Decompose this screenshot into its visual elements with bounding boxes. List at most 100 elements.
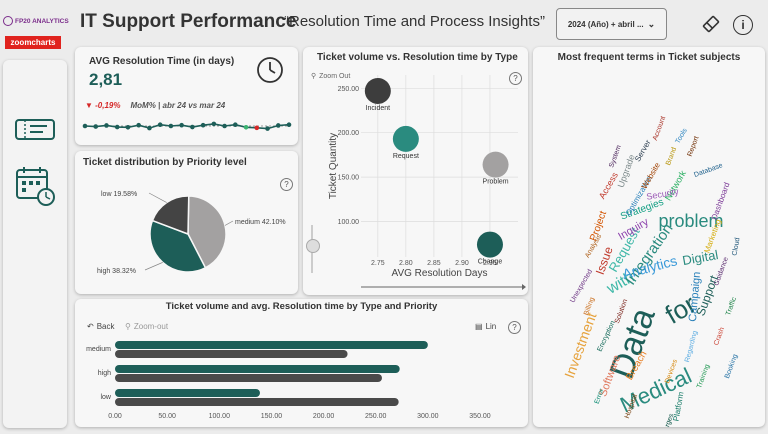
zoom-slider[interactable] [306, 225, 320, 273]
sparkline-point [243, 125, 249, 130]
nav-panel [3, 60, 67, 428]
ticket-icon [15, 119, 55, 140]
sparkline-point [179, 122, 184, 128]
wordcloud-term[interactable]: Security [646, 186, 680, 202]
bar-category-label: low [100, 394, 111, 401]
bar[interactable] [115, 350, 348, 358]
bar[interactable] [115, 365, 400, 373]
wordcloud-term[interactable]: Booking [724, 353, 739, 379]
scatter-point[interactable] [482, 151, 509, 178]
wordcloud-term[interactable]: Billing [583, 296, 596, 316]
wordcloud-term[interactable]: Cloud [731, 237, 741, 256]
sparkline-point [211, 121, 217, 127]
brand-logo-text: FP20 ANALYTICS [15, 17, 69, 25]
bar-back-button[interactable]: ↶ Back [87, 322, 115, 331]
scatter-zoom-out-button[interactable]: ⚲ Zoom Out [311, 72, 351, 81]
info-button[interactable]: i [733, 15, 753, 35]
kpi-change-row: ▼ -0,19% MoM% | abr 24 vs mar 24 [85, 101, 225, 110]
clock-icon [257, 57, 283, 83]
pie-slice[interactable] [151, 195, 190, 236]
bar-x-tick: 300.00 [417, 413, 439, 420]
scatter-x-tick: 2.75 [371, 260, 385, 267]
wordcloud-term[interactable]: Campaign [687, 271, 703, 322]
bar[interactable] [115, 389, 260, 397]
wordcloud-term[interactable]: Brand [665, 146, 678, 166]
wordcloud-term[interactable]: Server [633, 138, 653, 163]
scatter-point-label: Incident [366, 105, 391, 112]
wordcloud-term[interactable]: Crash [713, 326, 726, 346]
sparkline-point [275, 123, 281, 128]
scroll-arrow-icon[interactable] [522, 284, 526, 290]
bar[interactable] [115, 374, 382, 382]
partner-logo-text: zoomcharts [10, 38, 56, 47]
scale-toggle[interactable]: ▤ Lin [475, 322, 496, 331]
bar-zoom-out-button[interactable]: ⚲ Zoom-out [125, 322, 168, 331]
scatter-zoom-out-label: Zoom Out [319, 72, 351, 80]
bar[interactable] [115, 341, 428, 349]
scatter-x-tick: 2.95 [483, 260, 497, 267]
wordcloud-term[interactable]: Digital [681, 247, 719, 268]
scatter-card: Ticket volume vs. Resolution time by Typ… [303, 47, 528, 295]
wordcloud-term[interactable]: Website [640, 161, 662, 191]
scatter-point-label: Request [393, 153, 419, 160]
wordcloud-title: Most frequent terms in Ticket subjects [557, 52, 741, 63]
sparkline-point [286, 122, 292, 127]
eraser-icon [702, 15, 720, 33]
sparkline-point [254, 125, 260, 131]
bar[interactable] [115, 398, 399, 406]
scatter-x-tick: 2.90 [455, 260, 469, 267]
pie-slice-label: low 19.58% [101, 191, 137, 198]
scatter-point[interactable] [364, 77, 391, 104]
scatter-help-button[interactable]: ? [509, 72, 522, 85]
pie-leader-line [224, 220, 234, 226]
info-icon: i [741, 18, 745, 32]
date-filter-value: 2024 (Año) + abril ... [567, 19, 644, 29]
wordcloud-term[interactable]: Database [693, 162, 724, 179]
sparkline-point [147, 125, 152, 131]
pie-slice[interactable] [149, 219, 207, 273]
scatter-y-label: Ticket Quantity [328, 133, 339, 199]
scatter-point-label: Change [478, 259, 503, 266]
eraser-button[interactable] [700, 13, 722, 35]
bar-category-label: medium [86, 346, 111, 353]
wordcloud-term[interactable]: Tools [675, 127, 689, 145]
sparkline-point [222, 123, 227, 129]
bar-help-button[interactable]: ? [508, 321, 521, 334]
wordcloud-term[interactable]: Report [687, 135, 701, 157]
pie-leader-line [144, 262, 163, 271]
pie-help-button[interactable]: ? [280, 178, 293, 191]
sparkline-point [200, 122, 206, 128]
wordcloud-term[interactable]: Regarding [684, 330, 699, 363]
wordcloud-term[interactable]: Traffic [725, 296, 738, 317]
pie-leader-line [148, 192, 167, 203]
scatter-x-tick: 2.80 [399, 260, 413, 267]
pie-title: Ticket distribution by Priority level [83, 157, 247, 168]
sparkline-point [125, 125, 131, 130]
bar-x-tick: 100.00 [209, 413, 231, 420]
pie-slice-label: medium 42.10% [235, 219, 286, 226]
scale-label: Lin [485, 322, 497, 331]
kpi-change-value: ▼ -0,19% [85, 101, 121, 110]
wordcloud-term[interactable]: Account [652, 115, 667, 141]
wordcloud-term[interactable]: Investment [561, 310, 599, 380]
scatter-point[interactable] [476, 231, 503, 258]
calendar-nav-button[interactable] [13, 164, 57, 208]
pie-card: Ticket distribution by Priority level ? … [75, 151, 298, 294]
wordcloud-term[interactable]: Charges [660, 412, 676, 427]
page-title: IT Support Performance [80, 11, 297, 32]
wordcloud-term[interactable]: System [608, 144, 623, 168]
pie-slice[interactable] [187, 195, 227, 269]
sparkline-point [233, 122, 238, 127]
scatter-title: Ticket volume vs. Resolution time by Typ… [317, 52, 518, 63]
kpi-change-label: MoM% | abr 24 vs mar 24 [130, 101, 226, 110]
sparkline-point [82, 123, 88, 129]
scatter-y-tick: 100.00 [338, 219, 360, 226]
wordcloud-term[interactable]: problem [658, 211, 723, 231]
date-filter-dropdown[interactable]: 2024 (Año) + abril ... ⌄ [556, 8, 667, 40]
bar-category-label: high [98, 370, 111, 377]
scatter-point[interactable] [392, 125, 419, 152]
partner-logo: zoomcharts [5, 36, 61, 49]
wordcloud-term[interactable]: Training [696, 363, 711, 389]
zoom-slider-thumb[interactable] [306, 239, 320, 253]
ticket-nav-button[interactable] [13, 112, 57, 146]
